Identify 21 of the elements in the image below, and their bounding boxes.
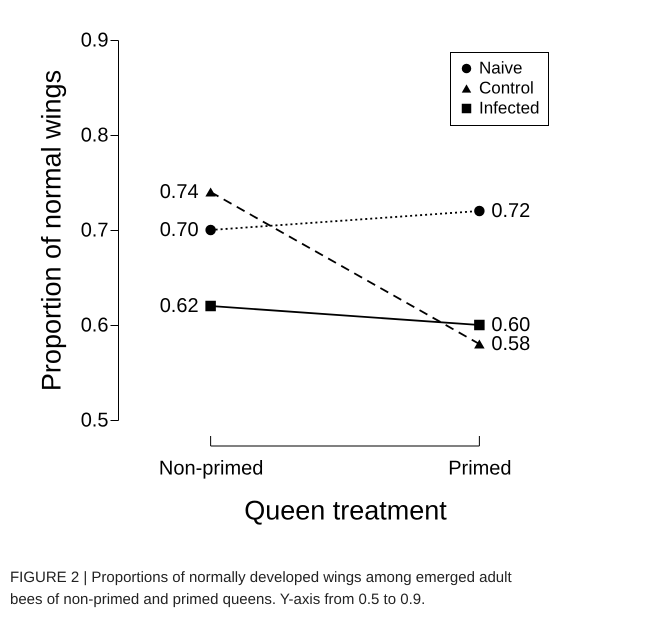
legend-label: Control [479, 78, 534, 98]
data-label: 0.74 [160, 181, 199, 203]
data-label: 0.62 [160, 295, 199, 317]
legend-label: Infected [479, 98, 540, 118]
y-tick-label: 0.8 [80, 124, 108, 146]
y-tick-label: 0.7 [80, 220, 108, 242]
data-label: 0.70 [160, 219, 199, 241]
y-tick-label: 0.6 [80, 314, 108, 336]
caption: FIGURE 2 | Proportions of normally developed wings among emerged adult bees of non-primed and primed queens. Y-axis from 0.5 to 0.9. [10, 569, 512, 608]
point [474, 206, 485, 216]
data-label: 0.72 [491, 200, 530, 222]
y-tick-label: 0.9 [80, 30, 108, 52]
data-label: 0.60 [491, 314, 530, 336]
y-axis-title: Proportion of normal wings [36, 70, 67, 392]
x-tick-label: Non-primed [158, 458, 264, 480]
legend-label: Naive [479, 58, 522, 78]
y-tick-label: 0.5 [80, 410, 108, 432]
x-tick-label: Primed [448, 458, 512, 480]
data-label: 0.58 [491, 333, 530, 355]
x-axis-title: Queen treatment [244, 496, 448, 526]
point [205, 224, 216, 236]
